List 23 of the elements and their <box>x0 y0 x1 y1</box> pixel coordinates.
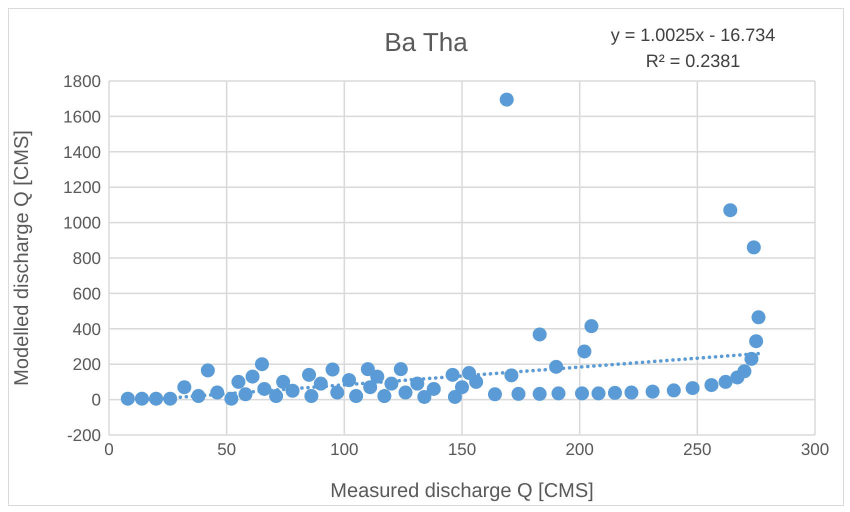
y-tick-label: 200 <box>72 355 101 374</box>
y-axis-title: Modelled discharge Q [CMS] <box>11 130 34 386</box>
x-tick-label: 50 <box>217 440 236 460</box>
y-tick-label: 800 <box>72 249 101 268</box>
x-tick-label: 250 <box>683 440 712 460</box>
y-tick-label: 1000 <box>63 214 101 233</box>
y-tick-label: -200 <box>66 426 101 446</box>
x-tick-label: 100 <box>330 440 359 460</box>
y-tick-label: 1800 <box>63 72 101 92</box>
x-tick-label: 0 <box>104 440 114 460</box>
x-tick-label: 150 <box>448 440 476 460</box>
chart-title: Ba Tha <box>384 27 468 57</box>
y-tick-label: 0 <box>92 390 101 410</box>
x-tick-label: 300 <box>800 440 830 460</box>
text: R² = 0.2381 <box>644 51 742 72</box>
x-axis-title: Measured discharge Q [CMS] <box>330 480 594 502</box>
y-tick-label: 1600 <box>63 107 101 126</box>
text: y = 1.0025x - 16.734 <box>610 25 776 46</box>
y-tick-label: 400 <box>72 320 101 339</box>
y-tick-label: 1400 <box>63 142 101 162</box>
y-tick-label: 1200 <box>63 178 101 198</box>
y-tick-label: 600 <box>72 284 101 304</box>
x-tick-label: 200 <box>565 440 594 460</box>
